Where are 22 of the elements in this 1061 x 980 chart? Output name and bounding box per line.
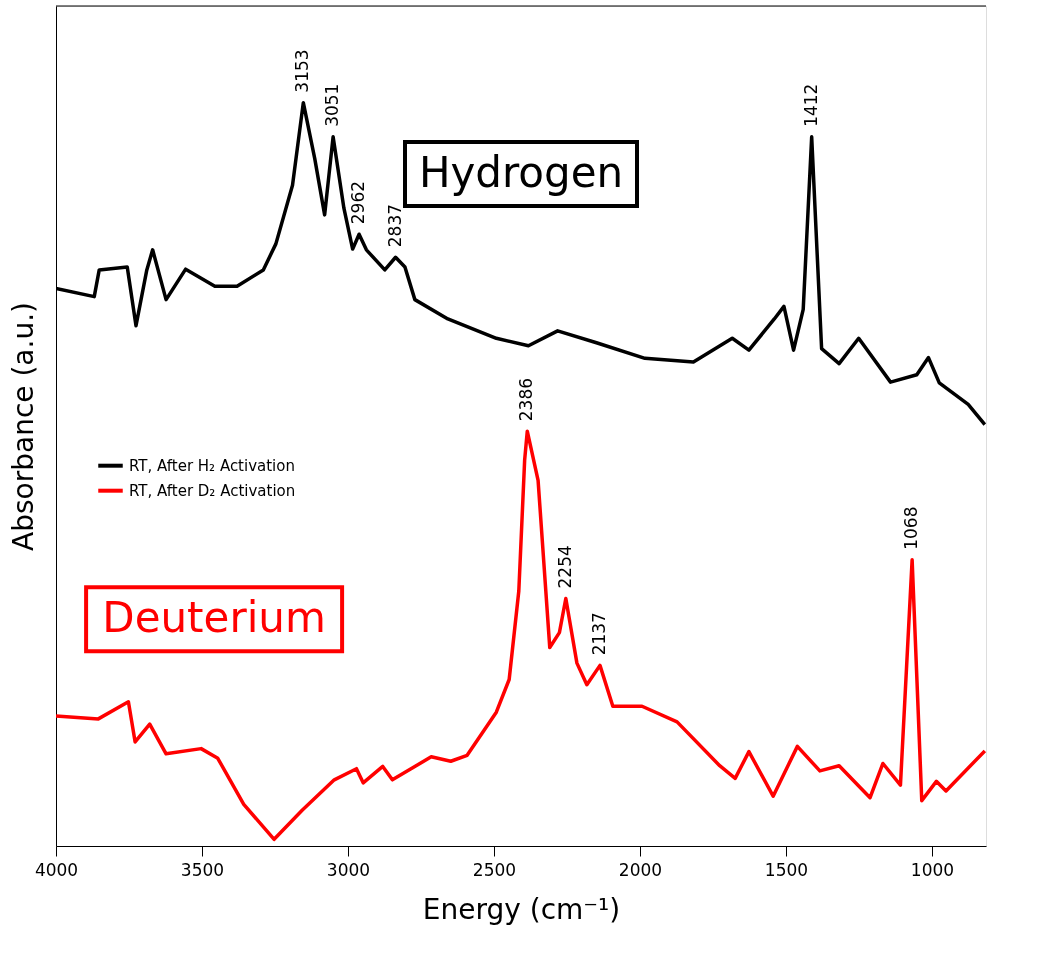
annotation: Deuterium — [102, 593, 326, 643]
x-tick-label: 2000 — [618, 859, 663, 880]
x-axis-title: Energy (cm⁻¹) — [422, 892, 621, 926]
annotation: 1412 — [800, 83, 821, 127]
x-tick-label: 3000 — [326, 859, 371, 880]
annotation: 2962 — [348, 180, 369, 225]
annotation: 3153 — [292, 49, 313, 93]
x-tick-label: 1500 — [764, 859, 809, 880]
legend-label: RT, After H₂ Activation — [129, 456, 295, 475]
legend-label: RT, After D₂ Activation — [129, 481, 296, 500]
x-tick-label: 4000 — [34, 859, 79, 880]
y-axis-title: Absorbance (a.u.) — [6, 302, 40, 551]
x-tick-label: 3500 — [180, 859, 225, 880]
x-tick-label: 2500 — [472, 859, 517, 880]
annotation: 2137 — [588, 612, 609, 656]
annotation: 3051 — [322, 83, 343, 127]
annotation: Hydrogen — [418, 148, 624, 197]
annotation: 2386 — [516, 377, 537, 422]
annotation: 2837 — [384, 203, 405, 248]
annotation: 1068 — [901, 506, 922, 550]
annotation: 2254 — [554, 545, 575, 589]
x-tick-label: 1000 — [910, 859, 955, 880]
